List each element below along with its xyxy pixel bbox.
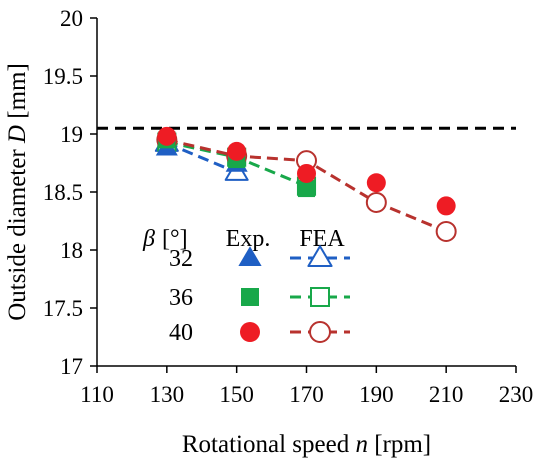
y-tick-label: 18 — [60, 238, 83, 263]
y-tick-label: 19 — [60, 122, 83, 147]
legend-fea-marker-36 — [310, 287, 330, 307]
exp-point-40 — [297, 163, 316, 183]
legend-label-32: 32 — [169, 246, 193, 272]
x-tick-label: 230 — [499, 382, 534, 407]
x-tick-label: 210 — [429, 382, 464, 407]
legend-exp-marker-36 — [241, 288, 259, 306]
exp-point-40 — [366, 173, 386, 193]
exp-point-40 — [436, 196, 456, 216]
y-tick-label: 17 — [60, 354, 83, 379]
y-tick-label: 17.5 — [43, 296, 83, 321]
x-tick-label: 110 — [80, 382, 114, 407]
legend-exp-marker-40 — [240, 322, 260, 342]
legend-label-40: 40 — [169, 320, 193, 346]
exp-point-40 — [227, 141, 247, 161]
x-tick-label: 150 — [219, 382, 254, 407]
fea-point-40 — [365, 191, 387, 213]
legend-fea-marker-32 — [307, 245, 333, 267]
legend-fea-marker-40 — [309, 321, 331, 343]
axis-labels: Rotational speed n [rpm] Outside diameter… — [4, 63, 431, 458]
y-tick-label: 18.5 — [43, 180, 83, 205]
legend-label-36: 36 — [169, 285, 193, 311]
x-tick-label: 190 — [359, 382, 394, 407]
legend-exp-header: Exp. — [226, 226, 271, 252]
x-tick-label: 130 — [150, 382, 185, 407]
legend-unit: [°] — [162, 226, 188, 252]
x-tick-label: 170 — [289, 382, 324, 407]
legend-beta: β — [142, 226, 155, 252]
legend-exp-marker-32 — [238, 246, 262, 266]
y-axis-title: Outside diameter D [mm] — [4, 63, 31, 321]
axes: 17 17.5 18 18.5 19 19.5 20 110 130 150 170 190 210 23… — [43, 6, 534, 407]
exp-markers — [155, 126, 456, 216]
x-axis-title: Rotational speed n [rpm] — [182, 431, 431, 458]
exp-point-40 — [157, 126, 177, 146]
fea-line-32 — [166, 141, 238, 174]
legend-fea-header: FEA — [299, 226, 345, 252]
fea-point-40 — [435, 220, 457, 242]
legend: β [°] Exp. FEA 32 36 40 — [142, 226, 350, 346]
exp-point-36 — [297, 179, 316, 198]
y-tick-label: 19.5 — [43, 64, 83, 89]
y-tick-label: 20 — [60, 6, 83, 31]
